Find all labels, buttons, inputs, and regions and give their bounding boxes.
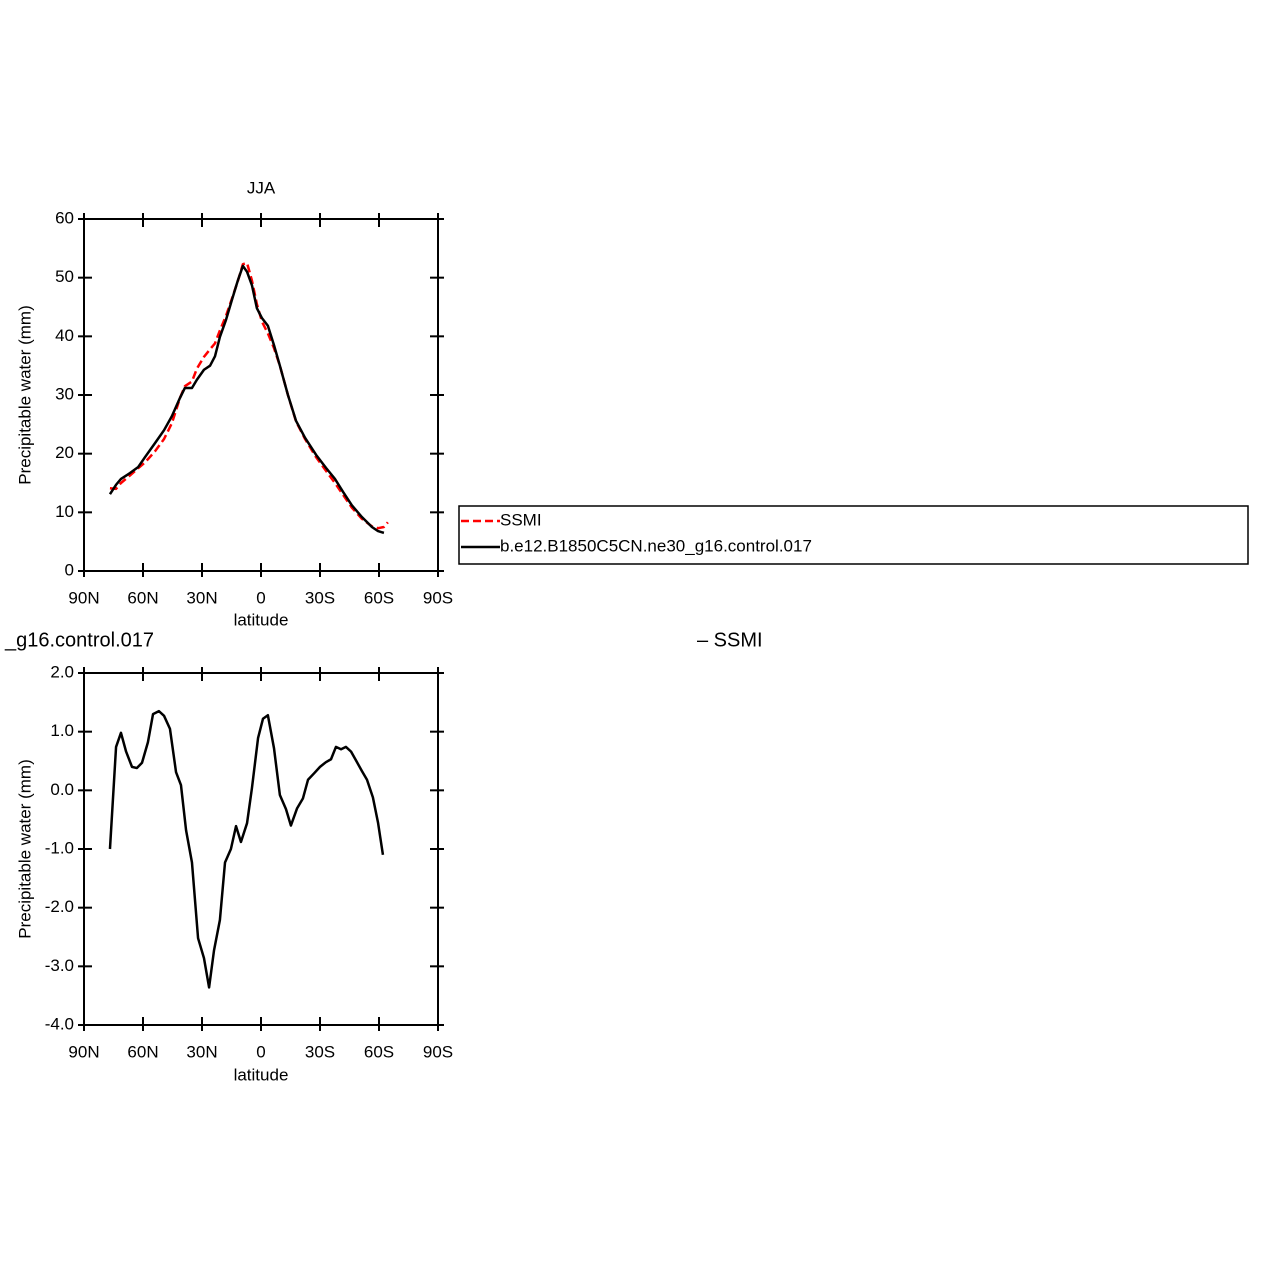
data-line xyxy=(108,264,385,535)
y-axis-label: Precipitable water (mm) xyxy=(15,759,34,939)
x-tick-label: 90S xyxy=(423,1042,453,1061)
y-axis-label: Precipitable water (mm) xyxy=(15,305,34,485)
x-tick-label: 0 xyxy=(256,588,265,607)
y-tick-label: 40 xyxy=(55,326,74,345)
x-tick-label: 90S xyxy=(423,588,453,607)
y-tick-label: -1.0 xyxy=(45,838,74,857)
x-tick-label: 0 xyxy=(256,1042,265,1061)
plot-frame xyxy=(83,218,439,572)
x-axis-label: latitude xyxy=(234,1065,289,1084)
y-tick-label: 1.0 xyxy=(50,721,74,740)
x-tick-label: 30N xyxy=(186,588,217,607)
x-tick-label: 90N xyxy=(68,588,99,607)
x-tick-label: 90N xyxy=(68,1042,99,1061)
y-tick-label: 50 xyxy=(55,267,74,286)
y-tick-label: -4.0 xyxy=(45,1014,74,1033)
x-tick-label: 60N xyxy=(127,588,158,607)
y-tick-label: 0 xyxy=(65,560,74,579)
x-tick-label: 60S xyxy=(364,1042,394,1061)
y-tick-label: 0.0 xyxy=(50,780,74,799)
x-tick-label: 30N xyxy=(186,1042,217,1061)
chart-title: JJA xyxy=(247,178,276,197)
y-tick-label: 60 xyxy=(55,208,74,227)
x-tick-label: 60S xyxy=(364,588,394,607)
x-tick-label: 30S xyxy=(305,1042,335,1061)
y-tick-label: -3.0 xyxy=(45,956,74,975)
data-line xyxy=(108,709,385,989)
chart-title: _g16.control.017 xyxy=(4,629,154,651)
chart-title: – SSMI xyxy=(697,629,763,651)
x-axis-label: latitude xyxy=(234,610,289,629)
legend-label: SSMI xyxy=(500,510,542,529)
y-axis-label-clip: Precipitable water (mm) xyxy=(15,759,34,939)
x-tick-label: 60N xyxy=(127,1042,158,1061)
y-tick-label: 30 xyxy=(55,384,74,403)
y-tick-label: 10 xyxy=(55,502,74,521)
data-line xyxy=(109,261,389,530)
legend-box xyxy=(458,505,1249,565)
y-tick-label: 20 xyxy=(55,443,74,462)
y-tick-label: 2.0 xyxy=(50,662,74,681)
legend-label: b.e12.B1850C5CN.ne30_g16.control.017 xyxy=(500,536,812,555)
x-tick-label: 30S xyxy=(305,588,335,607)
y-tick-label: -2.0 xyxy=(45,897,74,916)
